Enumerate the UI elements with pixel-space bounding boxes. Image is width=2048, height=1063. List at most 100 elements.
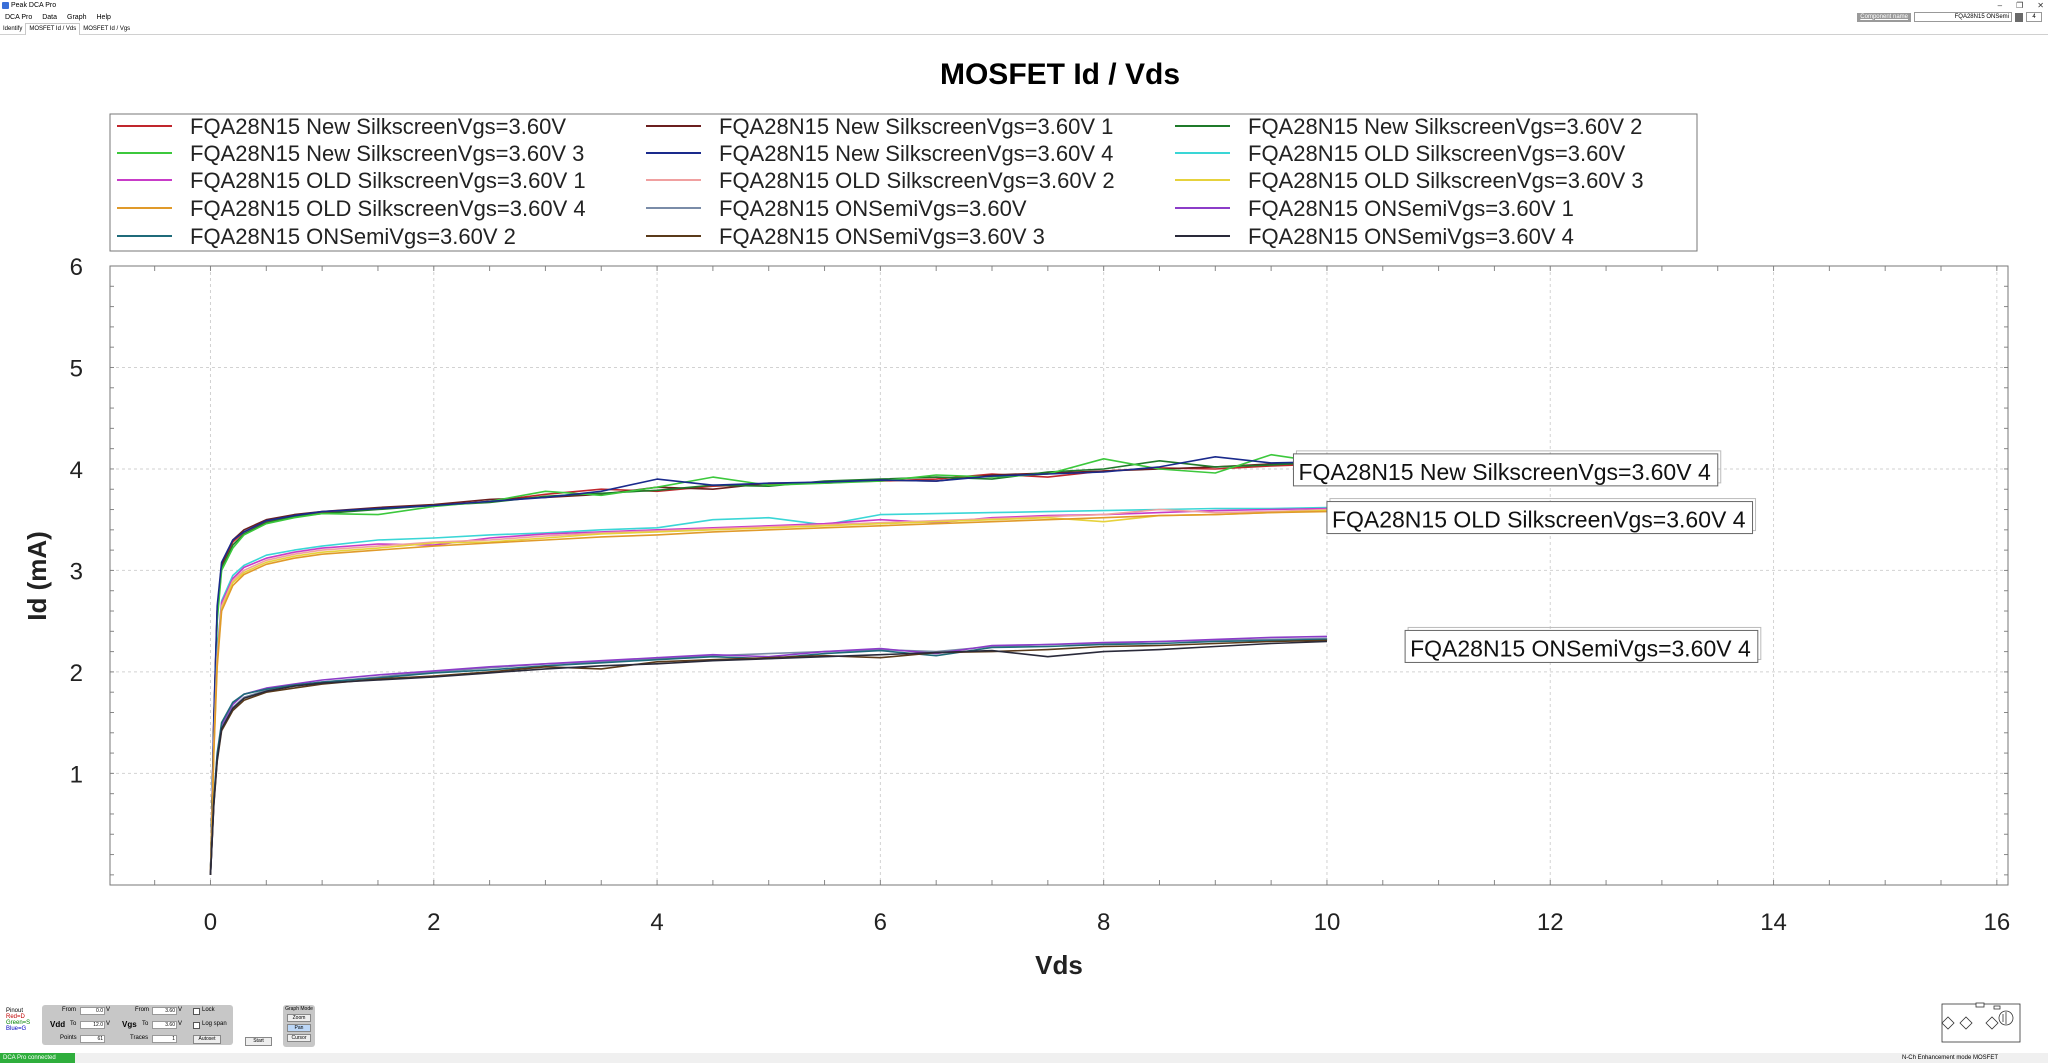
menu-dca-pro[interactable]: DCA Pro bbox=[5, 14, 33, 21]
window-controls: – ❐ ✕ bbox=[1998, 0, 2044, 12]
points-label: Points bbox=[60, 1035, 77, 1041]
legend-label: FQA28N15 New SilkscreenVgs=3.60V bbox=[190, 114, 566, 139]
sweep-settings: From 0.0 V Vdd To 12.0 V Points 61 From … bbox=[42, 1005, 233, 1045]
window-title: Peak DCA Pro bbox=[11, 2, 57, 9]
chart-legend: FQA28N15 New SilkscreenVgs=3.60V FQA28N15… bbox=[109, 113, 1698, 252]
vdd-from-input[interactable]: 0.0 bbox=[80, 1007, 105, 1015]
legend-label: FQA28N15 OLD SilkscreenVgs=3.60V 3 bbox=[1248, 168, 1644, 193]
legend-frame bbox=[109, 113, 1698, 252]
legend-label: FQA28N15 ONSemiVgs=3.60V 4 bbox=[1248, 224, 1574, 249]
vgs-from-label: From bbox=[135, 1007, 149, 1013]
annotation-box bbox=[1326, 501, 1754, 535]
app-icon bbox=[2, 2, 9, 9]
y-tick-label: 2 bbox=[70, 660, 83, 687]
series-line bbox=[209, 639, 1328, 875]
minimize-icon[interactable]: – bbox=[1997, 1, 2003, 10]
test-circuit-diagram-icon bbox=[1941, 1002, 2021, 1043]
annotation-box bbox=[1404, 629, 1759, 663]
y-tick-label: 5 bbox=[70, 355, 83, 382]
x-tick-label: 8 bbox=[1097, 909, 1110, 936]
component-name-box: Component name FQA28N15 ONSemi 4 bbox=[1857, 12, 2042, 22]
annotation-box bbox=[1292, 453, 1719, 487]
vgs-to-input[interactable]: 3.60 bbox=[152, 1021, 177, 1029]
y-axis-label: Id (mA) bbox=[22, 531, 52, 621]
series-line bbox=[209, 510, 1328, 875]
menu-graph[interactable]: Graph bbox=[67, 14, 87, 21]
vgs-label: Vgs bbox=[122, 1020, 137, 1029]
y-tick-label: 1 bbox=[70, 761, 83, 788]
menu-data[interactable]: Data bbox=[42, 14, 58, 21]
vgs-from-input[interactable]: 3.60 bbox=[152, 1007, 177, 1015]
legend-label: FQA28N15 ONSemiVgs=3.60V 2 bbox=[190, 224, 516, 249]
cursor-button[interactable]: Cursor bbox=[287, 1034, 311, 1042]
series-line bbox=[209, 506, 1328, 875]
connection-status: DCA Pro connected bbox=[0, 1053, 75, 1063]
vdd-to-unit: V bbox=[106, 1021, 111, 1027]
annotation-label: FQA28N15 OLD SilkscreenVgs=3.60V 4 bbox=[1332, 507, 1746, 533]
x-tick-label: 2 bbox=[427, 909, 440, 936]
traces-input[interactable]: 1 bbox=[152, 1035, 177, 1043]
y-tick-label: 6 bbox=[70, 254, 83, 281]
tab-mosfet-id-vgs[interactable]: MOSFET Id / Vgs bbox=[83, 26, 131, 32]
component-dropdown-icon[interactable] bbox=[2015, 12, 2023, 22]
graph-mode-title: Graph Mode bbox=[285, 1006, 313, 1012]
menu-bar: DCA Pro Data Graph Help bbox=[0, 12, 2048, 23]
close-icon[interactable]: ✕ bbox=[2037, 1, 2044, 10]
legend-label: FQA28N15 ONSemiVgs=3.60V 3 bbox=[719, 224, 1045, 249]
series-line bbox=[209, 635, 1328, 875]
component-name-input[interactable]: FQA28N15 ONSemi bbox=[1914, 12, 2012, 22]
series-group bbox=[209, 453, 1328, 875]
pinout-red: Red=D bbox=[6, 1014, 25, 1020]
annotation-label: FQA28N15 New SilkscreenVgs=3.60V 4 bbox=[1298, 459, 1711, 485]
log-span-checkbox[interactable] bbox=[193, 1022, 200, 1029]
annotation-label: FQA28N15 ONSemiVgs=3.60V 4 bbox=[1410, 635, 1751, 661]
pinout-blue: Blue=G bbox=[6, 1026, 27, 1032]
x-tick-label: 12 bbox=[1537, 909, 1564, 936]
log-span-label: Log span bbox=[202, 1021, 227, 1027]
tab-bar: Identify MOSFET Id / Vds MOSFET Id / Vgs bbox=[0, 23, 2048, 35]
pan-button[interactable]: Pan bbox=[287, 1024, 311, 1032]
component-index-spinner[interactable]: 4 bbox=[2026, 12, 2042, 22]
component-name-label[interactable]: Component name bbox=[1857, 12, 1911, 22]
chart-grid bbox=[110, 265, 2008, 885]
pinout-title: Pinout bbox=[6, 1008, 24, 1014]
autoset-button[interactable]: Autoset bbox=[193, 1035, 221, 1044]
vdd-from-label: From bbox=[62, 1007, 76, 1013]
series-line bbox=[209, 462, 1328, 875]
y-tick-label: 3 bbox=[70, 558, 83, 585]
legend-label: FQA28N15 New SilkscreenVgs=3.60V 4 bbox=[719, 141, 1113, 166]
legend-label: FQA28N15 OLD SilkscreenVgs=3.60V 2 bbox=[719, 168, 1115, 193]
legend-label: FQA28N15 New SilkscreenVgs=3.60V 2 bbox=[1248, 114, 1642, 139]
series-line bbox=[209, 508, 1328, 875]
x-tick-label: 10 bbox=[1314, 909, 1341, 936]
lock-label: Lock bbox=[202, 1007, 215, 1013]
vgs-to-label: To bbox=[142, 1021, 149, 1027]
plot-frame bbox=[109, 265, 2009, 886]
maximize-icon[interactable]: ❐ bbox=[2016, 1, 2024, 10]
tab-identify[interactable]: Identify bbox=[3, 26, 23, 32]
id-vds-chart[interactable]: MOSFET Id / Vds FQA28N15 New SilkscreenVg… bbox=[0, 34, 2048, 1000]
lock-checkbox[interactable] bbox=[193, 1008, 200, 1015]
legend-label: FQA28N15 OLD SilkscreenVgs=3.60V 1 bbox=[190, 168, 586, 193]
control-panel: Pinout Red=D Green=S Blue=G From 0.0 V V… bbox=[0, 1000, 2048, 1053]
series-line bbox=[209, 507, 1328, 875]
title-bar: Peak DCA Pro – ❐ ✕ bbox=[0, 0, 2048, 12]
vgs-from-unit: V bbox=[178, 1007, 183, 1013]
menu-help[interactable]: Help bbox=[96, 14, 111, 21]
legend-label: FQA28N15 ONSemiVgs=3.60V bbox=[719, 196, 1027, 221]
pinout-legend: Pinout Red=D Green=S Blue=G bbox=[6, 1008, 30, 1032]
series-line bbox=[209, 455, 1328, 875]
x-tick-label: 6 bbox=[874, 909, 887, 936]
start-button[interactable]: Start bbox=[245, 1037, 272, 1046]
vdd-label: Vdd bbox=[50, 1020, 66, 1029]
legend-label: FQA28N15 OLD SilkscreenVgs=3.60V 4 bbox=[190, 196, 586, 221]
x-tick-label: 16 bbox=[1983, 909, 2010, 936]
x-axis-label: Vds bbox=[1035, 950, 1083, 980]
zoom-button[interactable]: Zoom bbox=[287, 1014, 311, 1022]
points-input[interactable]: 61 bbox=[80, 1035, 105, 1043]
tab-mosfet-id-vds[interactable]: MOSFET Id / Vds bbox=[25, 23, 81, 35]
series-line bbox=[209, 637, 1328, 875]
vdd-to-input[interactable]: 12.0 bbox=[80, 1021, 105, 1029]
legend-label: FQA28N15 New SilkscreenVgs=3.60V 3 bbox=[190, 141, 584, 166]
series-line bbox=[209, 459, 1328, 875]
